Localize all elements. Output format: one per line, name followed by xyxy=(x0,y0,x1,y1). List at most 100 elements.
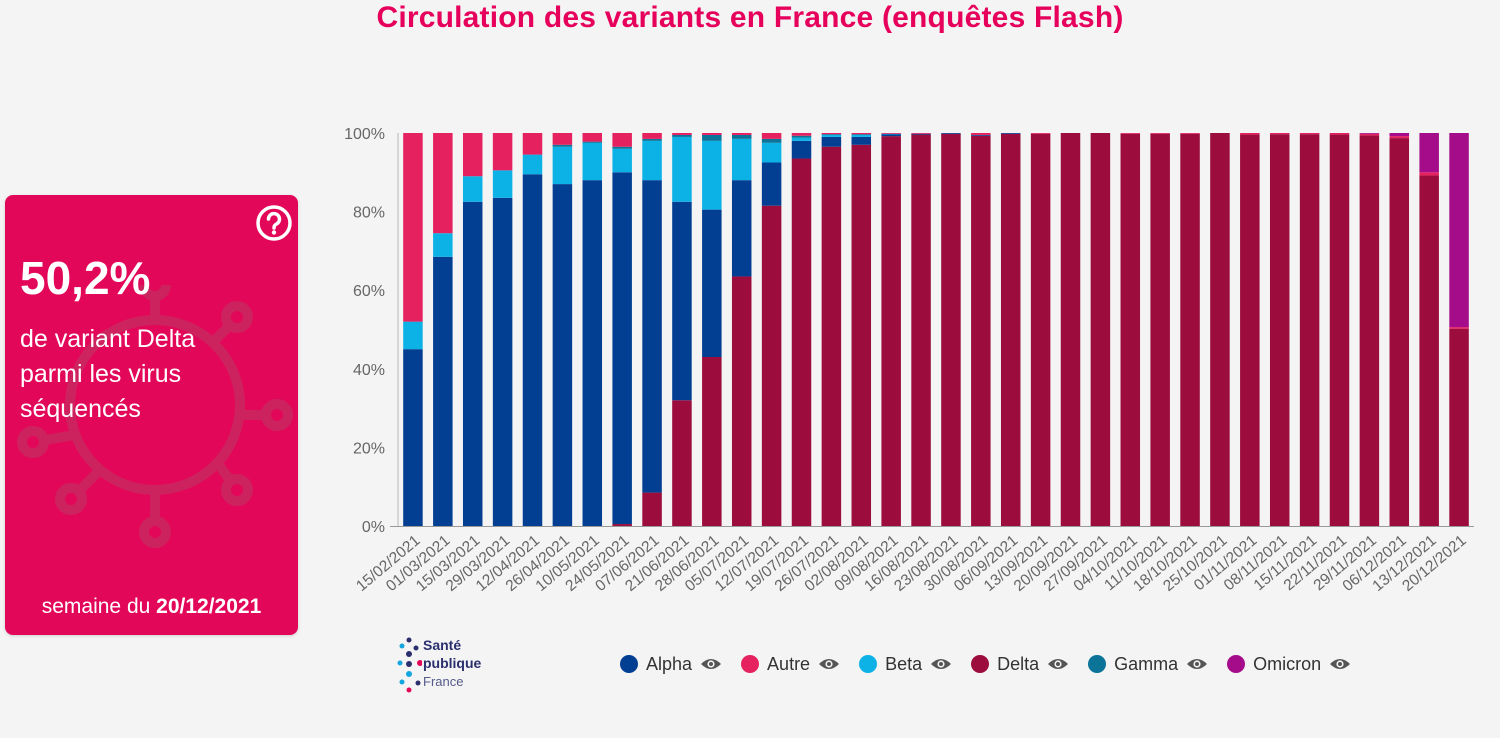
bar-segment-autre[interactable] xyxy=(731,133,752,135)
bar-segment-alpha[interactable] xyxy=(522,174,543,526)
bar-segment-delta[interactable] xyxy=(761,205,782,526)
bar-segment-beta[interactable] xyxy=(672,136,692,202)
bar-segment-beta[interactable] xyxy=(552,146,573,185)
bar-segment-gamma[interactable] xyxy=(821,134,842,135)
bar-segment-beta[interactable] xyxy=(582,142,603,181)
bar-segment-gamma[interactable] xyxy=(642,138,662,141)
bar-segment-autre[interactable] xyxy=(1359,133,1380,136)
eye-icon[interactable] xyxy=(1186,657,1208,671)
bar-segment-alpha[interactable] xyxy=(462,201,483,526)
bar-segment-alpha[interactable] xyxy=(433,256,453,526)
bar-segment-alpha[interactable] xyxy=(403,349,423,526)
bar-segment-delta[interactable] xyxy=(1359,135,1380,527)
bar-segment-autre[interactable] xyxy=(1180,133,1200,134)
bar-segment-autre[interactable] xyxy=(1030,133,1051,134)
bar-segment-autre[interactable] xyxy=(851,133,872,135)
bar-segment-alpha[interactable] xyxy=(761,162,782,206)
bar-segment-delta[interactable] xyxy=(672,400,692,526)
bar-segment-alpha[interactable] xyxy=(911,133,931,135)
bar-segment-delta[interactable] xyxy=(1090,133,1111,526)
bar-segment-gamma[interactable] xyxy=(612,146,632,149)
legend-item-delta[interactable]: Delta xyxy=(971,654,1069,675)
bar-segment-alpha[interactable] xyxy=(552,184,573,526)
bar-segment-beta[interactable] xyxy=(791,137,812,141)
bar-segment-alpha[interactable] xyxy=(821,136,842,147)
bar-segment-gamma[interactable] xyxy=(672,134,692,137)
bar-segment-beta[interactable] xyxy=(731,138,752,181)
bar-segment-autre[interactable] xyxy=(642,133,662,139)
bar-segment-autre[interactable] xyxy=(702,133,722,135)
bar-segment-gamma[interactable] xyxy=(791,135,812,138)
bar-segment-autre[interactable] xyxy=(911,133,931,134)
bar-segment-alpha[interactable] xyxy=(941,133,961,134)
bar-segment-alpha[interactable] xyxy=(492,197,513,526)
bar-segment-alpha[interactable] xyxy=(642,180,662,493)
eye-icon[interactable] xyxy=(700,657,722,671)
bar-segment-beta[interactable] xyxy=(462,176,483,202)
bar-segment-autre[interactable] xyxy=(1120,133,1141,134)
bar-segment-alpha[interactable] xyxy=(702,209,722,358)
bar-segment-autre[interactable] xyxy=(1389,136,1410,139)
bar-segment-delta[interactable] xyxy=(1030,133,1051,527)
bar-segment-delta[interactable] xyxy=(1449,328,1469,526)
bar-segment-delta[interactable] xyxy=(881,136,901,526)
eye-icon[interactable] xyxy=(818,657,840,671)
bar-segment-autre[interactable] xyxy=(1449,327,1469,329)
bar-segment-delta[interactable] xyxy=(1269,134,1290,526)
bar-segment-alpha[interactable] xyxy=(971,134,991,136)
bar-segment-beta[interactable] xyxy=(761,142,782,163)
bar-segment-beta[interactable] xyxy=(522,154,543,175)
legend-item-alpha[interactable]: Alpha xyxy=(620,654,722,675)
bar-segment-autre[interactable] xyxy=(821,133,842,135)
bar-segment-omicron[interactable] xyxy=(1419,133,1439,173)
bar-segment-alpha[interactable] xyxy=(791,140,812,159)
question-circle-icon[interactable] xyxy=(255,204,293,242)
bar-segment-autre[interactable] xyxy=(403,133,423,322)
bar-segment-gamma[interactable] xyxy=(702,134,722,141)
bar-segment-autre[interactable] xyxy=(1419,172,1439,176)
bar-segment-delta[interactable] xyxy=(1180,133,1200,527)
bar-segment-beta[interactable] xyxy=(881,133,901,135)
bar-segment-autre[interactable] xyxy=(492,133,513,171)
bar-segment-gamma[interactable] xyxy=(851,134,872,135)
bar-segment-gamma[interactable] xyxy=(761,138,782,143)
bar-segment-alpha[interactable] xyxy=(731,180,752,277)
bar-segment-beta[interactable] xyxy=(433,233,453,257)
bar-segment-delta[interactable] xyxy=(642,492,662,526)
bar-segment-autre[interactable] xyxy=(522,133,543,155)
bar-segment-autre[interactable] xyxy=(612,133,632,147)
bar-segment-autre[interactable] xyxy=(1150,133,1170,134)
bar-segment-delta[interactable] xyxy=(1419,175,1439,526)
legend-item-beta[interactable]: Beta xyxy=(859,654,952,675)
bar-segment-delta[interactable] xyxy=(1329,134,1350,526)
bar-segment-delta[interactable] xyxy=(1389,138,1410,527)
bar-segment-alpha[interactable] xyxy=(582,180,603,526)
bar-segment-delta[interactable] xyxy=(791,158,812,526)
bar-segment-delta[interactable] xyxy=(1240,134,1260,526)
bar-segment-autre[interactable] xyxy=(1299,133,1320,135)
bar-segment-omicron[interactable] xyxy=(1389,133,1410,137)
bar-segment-gamma[interactable] xyxy=(552,144,573,147)
bar-segment-alpha[interactable] xyxy=(1000,133,1021,134)
bar-segment-autre[interactable] xyxy=(1240,133,1260,135)
bar-segment-delta[interactable] xyxy=(702,357,722,526)
bar-segment-beta[interactable] xyxy=(492,170,513,198)
bar-segment-autre[interactable] xyxy=(433,133,453,234)
eye-icon[interactable] xyxy=(930,657,952,671)
bar-segment-beta[interactable] xyxy=(821,134,842,137)
bar-segment-autre[interactable] xyxy=(881,133,901,134)
bar-segment-autre[interactable] xyxy=(1269,133,1290,135)
bar-segment-delta[interactable] xyxy=(612,524,632,526)
bar-segment-autre[interactable] xyxy=(672,133,692,135)
bar-segment-alpha[interactable] xyxy=(851,136,872,145)
bar-segment-autre[interactable] xyxy=(582,133,603,142)
bar-segment-alpha[interactable] xyxy=(612,172,632,525)
legend-item-autre[interactable]: Autre xyxy=(741,654,840,675)
bar-segment-delta[interactable] xyxy=(1060,133,1081,526)
bar-segment-omicron[interactable] xyxy=(1449,133,1469,328)
bar-segment-gamma[interactable] xyxy=(582,141,603,143)
bar-segment-beta[interactable] xyxy=(642,140,662,181)
bar-segment-autre[interactable] xyxy=(462,133,483,177)
bar-segment-alpha[interactable] xyxy=(881,134,901,137)
bar-segment-delta[interactable] xyxy=(821,146,842,526)
